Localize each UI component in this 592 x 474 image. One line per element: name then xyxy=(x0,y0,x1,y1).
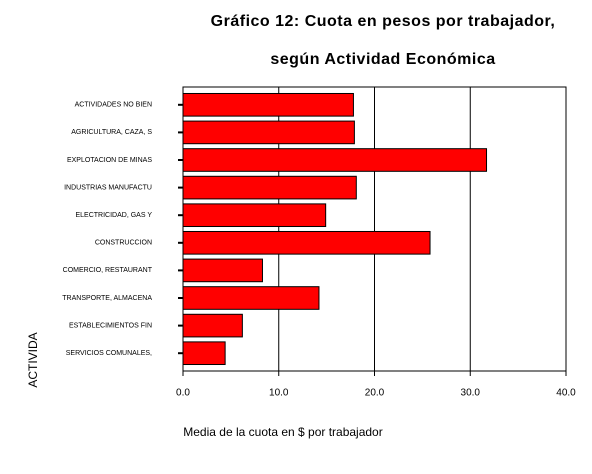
x-tick-label: 40.0 xyxy=(556,388,576,399)
bar xyxy=(182,203,327,228)
y-tick-label: ACTIVIDADES NO BIEN xyxy=(75,102,152,109)
y-tick-label: ESTABLECIMIENTOS FIN xyxy=(69,322,152,329)
x-tick-label: 20.0 xyxy=(365,388,385,399)
bar xyxy=(182,286,320,310)
chart-title: Gráfico 12: Cuota en pesos por trabajado… xyxy=(211,13,556,30)
bar xyxy=(182,230,431,255)
x-axis-label: Media de la cuota en $ por trabajador xyxy=(183,425,382,439)
bar xyxy=(182,120,355,145)
y-tick-label: COMERCIO, RESTAURANT xyxy=(63,267,153,274)
x-tick-label: 0.0 xyxy=(176,388,190,399)
x-tick-label: 10.0 xyxy=(269,388,289,399)
y-tick-label: AGRICULTURA, CAZA, S xyxy=(71,129,152,136)
y-tick-label: TRANSPORTE, ALMACENA xyxy=(62,295,152,302)
y-tick-label: INDUSTRIAS MANUFACTU xyxy=(64,184,152,191)
y-tick-label: EXPLOTACION DE MINAS xyxy=(67,157,152,164)
y-tick-label: CONSTRUCCION xyxy=(95,240,152,247)
bar xyxy=(182,148,488,172)
y-tick-label: ELECTRICIDAD, GAS Y xyxy=(75,212,152,219)
y-tick-label: SERVICIOS COMUNALES, xyxy=(66,350,152,357)
bar xyxy=(182,175,357,200)
bar xyxy=(182,92,354,117)
x-tick-label: 30.0 xyxy=(461,388,481,399)
bar xyxy=(182,313,243,338)
bar xyxy=(182,341,226,366)
y-axis-label: ACTIVIDA xyxy=(26,332,40,387)
chart-subtitle: según Actividad Económica xyxy=(270,51,495,68)
bar xyxy=(182,258,263,283)
